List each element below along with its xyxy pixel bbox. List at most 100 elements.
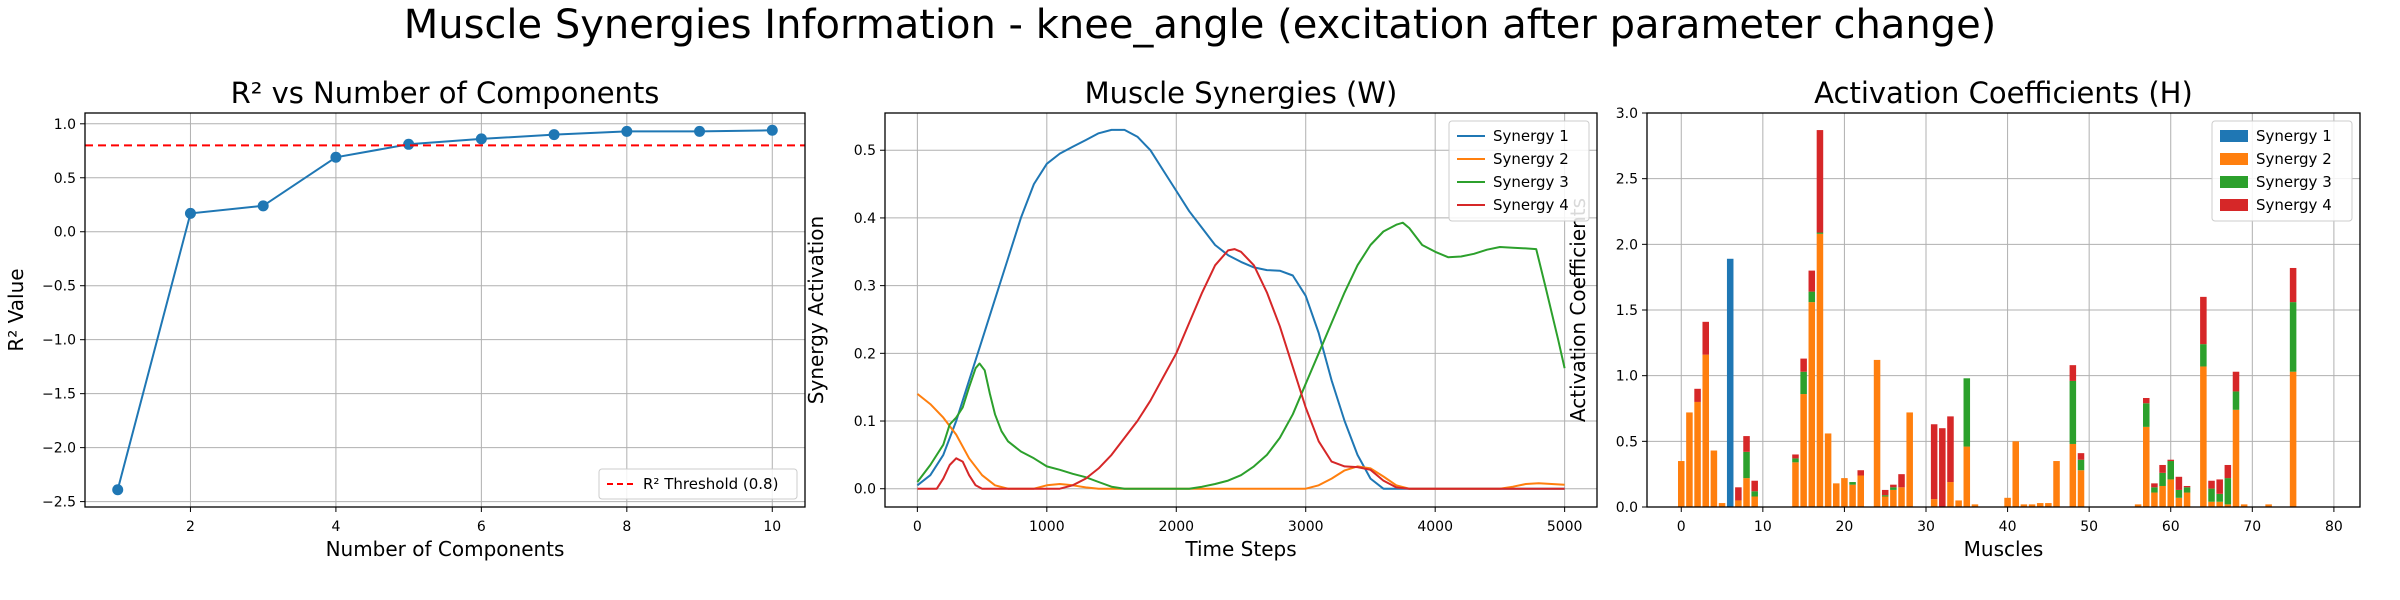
- legend-swatch-synergy-4: [2220, 199, 2248, 211]
- bar-muscle-59-synergy-3: [2159, 472, 2166, 486]
- y-tick-label: 2.0: [1616, 237, 1638, 253]
- y-axis-label: Synergy Activation: [804, 216, 828, 404]
- r2-point: [330, 151, 342, 163]
- x-axis-label: Number of Components: [326, 537, 565, 561]
- x-tick-label: 70: [2243, 519, 2261, 535]
- bar-muscle-14-synergy-3: [1792, 458, 1799, 463]
- bar-muscle-33-synergy-2: [1947, 482, 1954, 507]
- y-tick-label: 0.2: [854, 346, 876, 362]
- legend-label-synergy-3: Synergy 3: [1493, 173, 1569, 191]
- bar-muscle-65-synergy-2: [2208, 501, 2215, 507]
- r2-point: [475, 133, 487, 145]
- bar-muscle-21-synergy-3: [1849, 482, 1856, 485]
- bar-muscle-34-synergy-2: [1955, 500, 1962, 507]
- y-tick-label: 0.3: [854, 279, 876, 295]
- legend-label-synergy-2: Synergy 2: [2256, 150, 2332, 168]
- x-tick-label: 0: [913, 519, 922, 535]
- bar-muscle-15-synergy-2: [1800, 394, 1807, 507]
- x-tick-label: 4000: [1417, 519, 1453, 535]
- bar-muscle-75-synergy-2: [2289, 371, 2297, 507]
- bar-muscle-66-synergy-3: [2216, 493, 2223, 502]
- bar-muscle-59-synergy-4: [2159, 464, 2166, 473]
- bar-muscle-56-synergy-2: [2134, 504, 2142, 507]
- bar-muscle-75-synergy-4: [2289, 267, 2297, 303]
- bar-muscle-41-synergy-2: [2012, 441, 2019, 507]
- y-tick-label: 1.0: [54, 117, 76, 133]
- y-tick-label: 0.5: [1616, 434, 1638, 450]
- legend-label-synergy-1: Synergy 1: [2256, 127, 2332, 145]
- axes-frame: [884, 112, 1598, 508]
- bar-muscle-72-synergy-2: [2265, 504, 2272, 507]
- bar-muscle-48-synergy-4: [2069, 365, 2077, 381]
- bar-muscle-22-synergy-2: [1857, 475, 1864, 507]
- r2-point: [621, 125, 633, 137]
- bar-muscle-57-synergy-3: [2143, 403, 2150, 427]
- bar-muscle-26-synergy-2: [1890, 489, 1897, 507]
- bar-muscle-49-synergy-4: [2077, 453, 2085, 460]
- bar-muscle-60-synergy-4: [2167, 459, 2174, 462]
- legend-frame: [2211, 120, 2353, 222]
- bar-muscle-26-synergy-3: [1890, 487, 1897, 490]
- bar-muscle-58-synergy-2: [2151, 492, 2158, 507]
- bar-muscle-28-synergy-2: [1906, 412, 1913, 507]
- bar-muscle-59-synergy-2: [2159, 485, 2166, 507]
- bar-muscle-35-synergy-2: [1963, 446, 1971, 507]
- y-tick-label: −2.0: [42, 441, 76, 457]
- legend-label-threshold: R² Threshold (0.8): [643, 475, 778, 493]
- bar-muscle-66-synergy-2: [2216, 501, 2223, 507]
- bar-muscle-27-synergy-4: [1898, 474, 1905, 488]
- bar-muscle-40-synergy-2: [2004, 497, 2011, 507]
- bar-muscle-19-synergy-2: [1833, 483, 1840, 507]
- y-tick-label: 1.0: [1616, 369, 1638, 385]
- bar-muscle-66-synergy-4: [2216, 479, 2223, 494]
- bar-muscle-8-synergy-4: [1743, 436, 1750, 452]
- legend-frame: [1448, 120, 1590, 222]
- y-tick-label: −1.5: [42, 387, 76, 403]
- y-tick-label: −2.5: [42, 495, 76, 511]
- legend-label-synergy-1: Synergy 1: [1493, 127, 1569, 145]
- x-tick-label: 2: [186, 519, 195, 535]
- bar-muscle-68-synergy-3: [2232, 391, 2240, 410]
- bar-muscle-9-synergy-2: [1751, 496, 1758, 507]
- bar-muscle-1-synergy-2: [1686, 412, 1693, 507]
- bar-muscle-8-synergy-3: [1743, 451, 1750, 479]
- bar-muscle-3-synergy-4: [1702, 321, 1709, 355]
- bar-muscle-69-synergy-2: [2240, 504, 2248, 507]
- bar-muscle-42-synergy-2: [2020, 504, 2028, 507]
- legend-label-synergy-4: Synergy 4: [1493, 196, 1569, 214]
- bar-muscle-57-synergy-4: [2143, 397, 2150, 404]
- legend-swatch-synergy-3: [2220, 176, 2248, 188]
- bar-muscle-62-synergy-4: [2183, 485, 2191, 488]
- y-axis-label: R² Value: [4, 268, 28, 351]
- x-axis-label: Muscles: [1964, 537, 2044, 561]
- r2-point: [112, 484, 124, 496]
- bar-muscle-75-synergy-3: [2289, 302, 2297, 372]
- x-tick-label: 60: [2162, 519, 2180, 535]
- bar-muscle-62-synergy-3: [2183, 487, 2191, 493]
- bar-muscle-68-synergy-4: [2232, 371, 2240, 392]
- r2-series-line: [116, 129, 773, 490]
- bar-muscle-21-synergy-2: [1849, 484, 1856, 507]
- x-tick-label: 20: [1836, 519, 1854, 535]
- bar-muscle-15-synergy-3: [1800, 371, 1807, 395]
- x-tick-label: 8: [622, 519, 631, 535]
- bar-muscle-64-synergy-4: [2200, 296, 2207, 345]
- bar-muscle-60-synergy-2: [2167, 479, 2174, 507]
- bar-muscle-3-synergy-2: [1702, 354, 1709, 507]
- bar-muscle-18-synergy-2: [1824, 433, 1832, 507]
- bar-muscle-7-synergy-4: [1735, 487, 1742, 501]
- bar-muscle-45-synergy-2: [2045, 503, 2052, 507]
- y-tick-label: 0.1: [854, 414, 876, 430]
- bar-muscle-16-synergy-3: [1808, 291, 1816, 303]
- x-tick-label: 4: [331, 519, 340, 535]
- y-axis-label: Activation Coefficients: [1566, 198, 1590, 422]
- y-tick-label: −0.5: [42, 279, 76, 295]
- bar-muscle-48-synergy-3: [2069, 380, 2077, 444]
- bar-muscle-7-synergy-2: [1735, 500, 1742, 507]
- bar-muscle-61-synergy-4: [2175, 476, 2183, 490]
- y-tick-label: 2.5: [1616, 172, 1638, 188]
- x-tick-label: 0: [1677, 519, 1686, 535]
- bar-muscle-46-synergy-2: [2053, 461, 2060, 507]
- x-tick-label: 6: [477, 519, 486, 535]
- chart-title: Activation Coefficients (H): [1814, 76, 2193, 110]
